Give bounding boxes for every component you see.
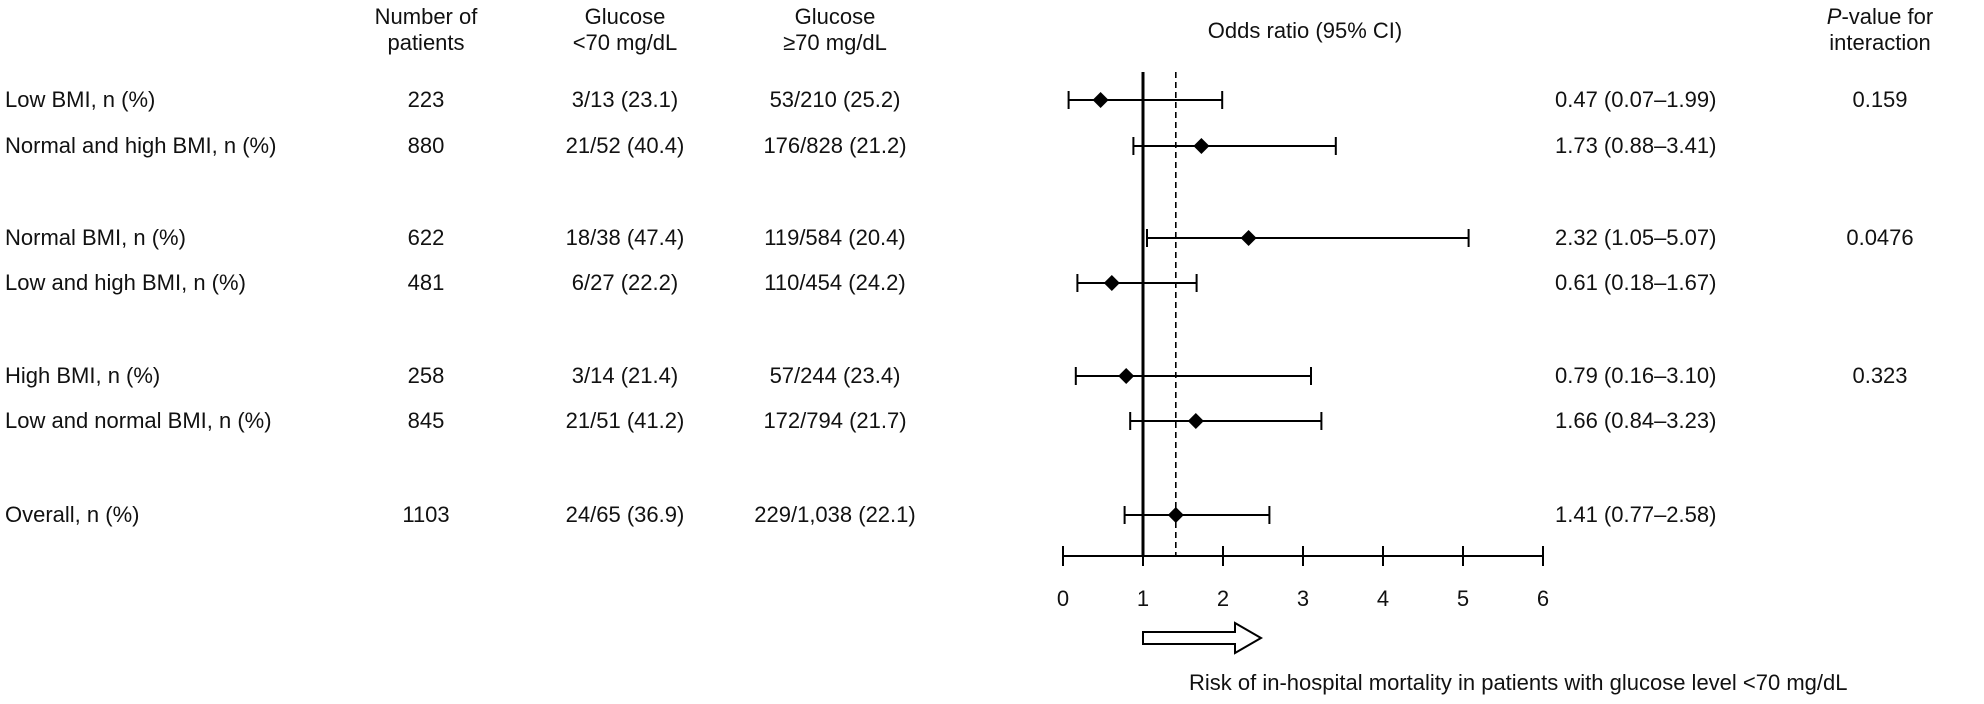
row-patients: 258 — [407, 363, 445, 388]
row-glucose-high: 53/210 (25.2) — [769, 87, 901, 112]
x-tick-label: 1 — [1137, 586, 1149, 611]
row-patients: 223 — [407, 87, 445, 112]
header-glucose-low-line1: Glucose — [584, 4, 666, 29]
header-patients-line1: Number of — [374, 4, 478, 29]
row-patients: 481 — [407, 270, 445, 295]
row-patients: 845 — [407, 408, 445, 433]
row-or-text: 0.79 (0.16–3.10) — [1555, 363, 1717, 388]
row-label: Normal and high BMI, n (%) — [5, 133, 277, 158]
row-glucose-high: 229/1,038 (22.1) — [754, 502, 916, 527]
or-point — [1187, 413, 1204, 429]
x-tick-label: 5 — [1457, 586, 1469, 611]
row-or-text: 2.32 (1.05–5.07) — [1555, 225, 1717, 250]
risk-arrow-icon — [1142, 621, 1264, 655]
header-glucose-low: Glucose <70 mg/dL — [545, 4, 705, 56]
risk-label: Risk of in-hospital mortality in patient… — [1189, 670, 1848, 695]
row-glucose-low: 3/13 (23.1) — [571, 87, 679, 112]
or-point — [1240, 230, 1257, 246]
row-or-text: 0.47 (0.07–1.99) — [1555, 87, 1717, 112]
header-glucose-low-line2: <70 mg/dL — [572, 30, 678, 55]
row-glucose-high: 110/454 (24.2) — [764, 270, 906, 295]
header-odds-ratio: Odds ratio (95% CI) — [1207, 18, 1403, 43]
row-label: High BMI, n (%) — [5, 363, 161, 388]
or-point — [1092, 92, 1109, 108]
row-pvalue: 0.0476 — [1846, 225, 1914, 250]
x-tick-label: 6 — [1537, 586, 1549, 611]
row-glucose-low: 21/51 (41.2) — [565, 408, 685, 433]
row-or-text: 1.73 (0.88–3.41) — [1555, 133, 1717, 158]
x-tick-label: 2 — [1217, 586, 1229, 611]
row-or-text: 1.41 (0.77–2.58) — [1555, 502, 1717, 527]
or-point — [1118, 368, 1135, 384]
header-pvalue-line2: interaction — [1829, 30, 1931, 55]
row-label: Low and normal BMI, n (%) — [5, 408, 272, 433]
row-label: Overall, n (%) — [5, 502, 140, 527]
row-glucose-high: 57/244 (23.4) — [769, 363, 901, 388]
row-patients: 880 — [407, 133, 445, 158]
x-tick-label: 3 — [1297, 586, 1309, 611]
header-glucose-high: Glucose ≥70 mg/dL — [745, 4, 925, 56]
row-label: Low BMI, n (%) — [5, 87, 156, 112]
row-label: Normal BMI, n (%) — [5, 225, 186, 250]
x-tick-label: 0 — [1057, 586, 1069, 611]
row-glucose-low: 18/38 (47.4) — [565, 225, 685, 250]
row-glucose-low: 24/65 (36.9) — [565, 502, 685, 527]
row-glucose-high: 172/794 (21.7) — [763, 408, 907, 433]
row-patients: 1103 — [402, 502, 450, 527]
row-pvalue: 0.323 — [1852, 363, 1908, 388]
or-point — [1103, 275, 1120, 291]
or-point — [1167, 507, 1184, 523]
row-glucose-low: 3/14 (21.4) — [571, 363, 679, 388]
header-pvalue: P-value for interaction — [1790, 4, 1970, 56]
row-or-text: 1.66 (0.84–3.23) — [1555, 408, 1717, 433]
header-patients: Number of patients — [346, 4, 506, 56]
row-glucose-high: 176/828 (21.2) — [763, 133, 907, 158]
row-label: Low and high BMI, n (%) — [5, 270, 246, 295]
header-pvalue-line1: P-value for — [1790, 4, 1970, 30]
row-glucose-high: 119/584 (20.4) — [764, 225, 906, 250]
header-pvalue-rest: -value for — [1841, 4, 1934, 29]
row-or-text: 0.61 (0.18–1.67) — [1555, 270, 1717, 295]
x-tick-label: 4 — [1377, 586, 1389, 611]
or-point — [1193, 138, 1210, 154]
header-glucose-high-line2: ≥70 mg/dL — [783, 30, 887, 55]
row-glucose-low: 6/27 (22.2) — [571, 270, 679, 295]
row-glucose-low: 21/52 (40.4) — [565, 133, 685, 158]
header-pvalue-italic: P — [1826, 4, 1842, 29]
row-patients: 622 — [407, 225, 445, 250]
row-pvalue: 0.159 — [1852, 87, 1908, 112]
header-glucose-high-line1: Glucose — [794, 4, 876, 29]
header-patients-line2: patients — [387, 30, 465, 55]
